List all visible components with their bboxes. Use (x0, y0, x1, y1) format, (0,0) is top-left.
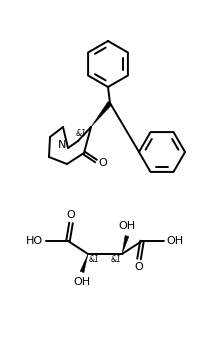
Polygon shape (122, 236, 129, 254)
Text: O: O (67, 210, 75, 220)
Text: &1: &1 (76, 128, 86, 138)
Text: O: O (99, 158, 107, 168)
Text: OH: OH (118, 221, 136, 231)
Text: HO: HO (25, 236, 43, 246)
Text: &1: &1 (89, 254, 99, 263)
Text: O: O (135, 262, 143, 272)
Text: OH: OH (73, 277, 91, 287)
Text: OH: OH (167, 236, 184, 246)
Text: N: N (58, 140, 66, 150)
Polygon shape (80, 254, 88, 273)
Text: &1: &1 (111, 254, 121, 263)
Polygon shape (91, 102, 112, 127)
